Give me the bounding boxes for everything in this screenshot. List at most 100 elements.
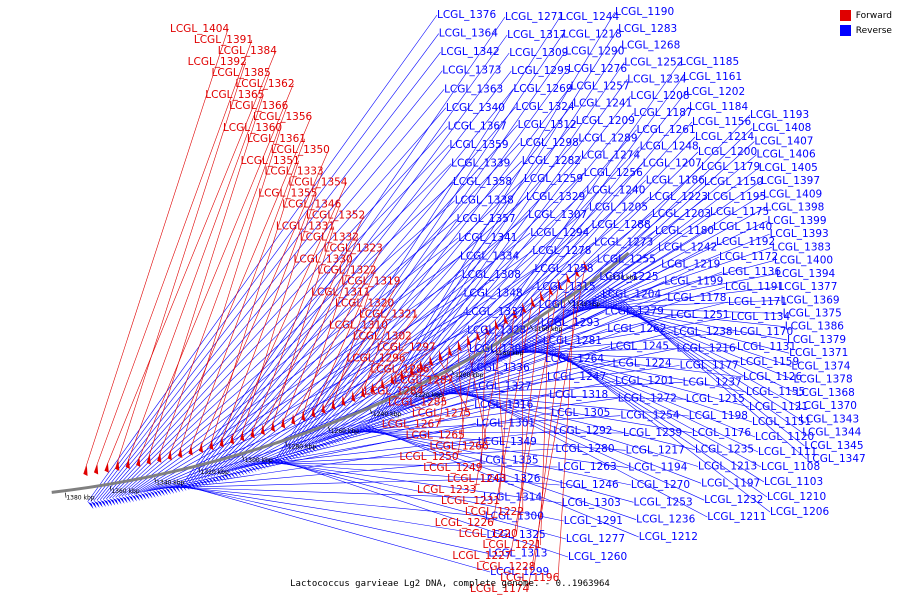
gene-label[interactable]: LCGL_1391 [194,34,253,46]
gene-label[interactable]: LCGL_1319 [341,276,400,288]
gene-label[interactable]: LCGL_1244 [560,11,619,23]
gene-label[interactable]: LCGL_1308 [462,269,521,281]
gene-label[interactable]: LCGL_1406 [757,149,816,161]
gene-label[interactable]: LCGL_1213 [698,461,757,473]
gene-label[interactable]: LCGL_1268 [621,40,680,52]
gene-label[interactable]: LCGL_1222 [465,506,524,518]
gene-label[interactable]: LCGL_1220 [459,528,518,540]
gene-label[interactable]: LCGL_1384 [218,45,277,57]
gene-label[interactable]: LCGL_1221 [482,539,541,551]
gene-label[interactable]: LCGL_1103 [764,476,823,488]
gene-label[interactable]: LCGL_1235 [695,444,754,456]
gene-label[interactable]: LCGL_1208 [630,90,689,102]
gene-label[interactable]: LCGL_1214 [695,131,754,143]
gene-label[interactable]: LCGL_1261 [637,124,696,136]
gene-label[interactable]: LCGL_1180 [655,225,714,237]
gene-label[interactable]: LCGL_1279 [605,306,664,318]
gene-label[interactable]: LCGL_1236 [636,514,695,526]
gene-label[interactable]: LCGL_1211 [707,511,766,523]
gene-label[interactable]: LCGL_1212 [639,531,698,543]
gene-label[interactable]: LCGL_1161 [683,71,742,83]
gene-label[interactable]: LCGL_1348 [464,288,523,300]
gene-label[interactable]: LCGL_1374 [791,360,850,372]
gene-label[interactable]: LCGL_1409 [763,188,822,200]
gene-label[interactable]: LCGL_1286 [370,363,429,375]
gene-label[interactable]: LCGL_1365 [205,89,264,101]
gene-label[interactable]: LCGL_1259 [524,173,583,185]
gene-label[interactable]: LCGL_1121 [749,401,808,413]
gene-label[interactable]: LCGL_1266 [430,440,489,452]
gene-label[interactable]: LCGL_1209 [576,115,635,127]
gene-label[interactable]: LCGL_1270 [631,479,690,491]
gene-label[interactable]: LCGL_1111 [758,446,817,458]
gene-label[interactable]: LCGL_1326 [481,473,540,485]
gene-label[interactable]: LCGL_1363 [444,83,503,95]
gene-label[interactable]: LCGL_1349 [478,436,537,448]
gene-label[interactable]: LCGL_1227 [452,550,511,562]
gene-label[interactable]: LCGL_1333 [264,166,323,178]
gene-label[interactable]: LCGL_1240 [586,184,645,196]
gene-label[interactable]: LCGL_1362 [235,78,294,90]
gene-label[interactable]: LCGL_1386 [785,321,844,333]
gene-label[interactable]: LCGL_1202 [686,86,745,98]
gene-label[interactable]: LCGL_1247 [547,371,606,383]
gene-label[interactable]: LCGL_1267 [382,418,441,430]
gene-label[interactable]: LCGL_1223 [649,191,708,203]
gene-label[interactable]: LCGL_1375 [783,308,842,320]
gene-label[interactable]: LCGL_1191 [725,281,784,293]
gene-label[interactable]: LCGL_1207 [643,158,702,170]
gene-label[interactable]: LCGL_1264 [545,353,604,365]
gene-label[interactable]: LCGL_1241 [573,98,632,110]
gene-label[interactable]: LCGL_1155 [746,386,805,398]
gene-label[interactable]: LCGL_1199 [664,275,723,287]
gene-label[interactable]: LCGL_1178 [667,292,726,304]
gene-label[interactable]: LCGL_1194 [628,462,687,474]
gene-label[interactable]: LCGL_1177 [680,360,739,372]
gene-label[interactable]: LCGL_1346 [282,199,341,211]
gene-label[interactable]: LCGL_1361 [247,133,306,145]
gene-label[interactable]: LCGL_1174 [470,583,529,595]
gene-label[interactable]: LCGL_1250 [399,451,458,463]
gene-label[interactable]: LCGL_1254 [620,410,679,422]
gene-label[interactable]: LCGL_1215 [686,393,745,405]
gene-label[interactable]: LCGL_1306 [539,299,598,311]
gene-label[interactable]: LCGL_1358 [453,176,512,188]
gene-label[interactable]: LCGL_1186 [646,174,705,186]
gene-label[interactable]: LCGL_1134 [731,311,790,323]
gene-label[interactable]: LCGL_1303 [562,497,621,509]
gene-label[interactable]: LCGL_1198 [689,410,748,422]
gene-label[interactable]: LCGL_1278 [532,245,591,257]
gene-label[interactable]: LCGL_1336 [471,362,530,374]
gene-label[interactable]: LCGL_1225 [599,271,658,283]
gene-label[interactable]: LCGL_1299 [490,566,549,578]
gene-label[interactable]: LCGL_1150 [704,176,763,188]
gene-label[interactable]: LCGL_1156 [692,116,751,128]
gene-label[interactable]: LCGL_1347 [807,453,866,465]
gene-label[interactable]: LCGL_1196 [500,572,559,584]
gene-label[interactable]: LCGL_1288 [592,219,651,231]
gene-label[interactable]: LCGL_1271 [505,11,564,23]
gene-label[interactable]: LCGL_1238 [673,326,732,338]
gene-label[interactable]: LCGL_1256 [584,167,643,179]
gene-label[interactable]: LCGL_1324 [516,101,575,113]
gene-label[interactable]: LCGL_1350 [271,144,330,156]
gene-label[interactable]: LCGL_1305 [551,407,610,419]
gene-label[interactable]: LCGL_1205 [589,202,648,214]
gene-label[interactable]: LCGL_1176 [692,427,751,439]
gene-label[interactable]: LCGL_1314 [483,492,542,504]
gene-label[interactable]: LCGL_1334 [460,250,519,262]
gene-label[interactable]: LCGL_1159 [740,356,799,368]
gene-label[interactable]: LCGL_1320 [335,298,394,310]
gene-label[interactable]: LCGL_1352 [306,210,365,222]
gene-label[interactable]: LCGL_1226 [435,517,494,529]
gene-label[interactable]: LCGL_1292 [553,425,612,437]
gene-label[interactable]: LCGL_1252 [624,57,683,69]
gene-label[interactable]: LCGL_1294 [530,227,589,239]
gene-label[interactable]: LCGL_1296 [346,352,405,364]
gene-label[interactable]: LCGL_1195 [707,191,766,203]
gene-label[interactable]: LCGL_1397 [761,175,820,187]
gene-label[interactable]: LCGL_1297 [377,341,436,353]
gene-label[interactable]: LCGL_1302 [353,330,412,342]
gene-label[interactable]: LCGL_1332 [300,232,359,244]
gene-label[interactable]: LCGL_1184 [689,101,748,113]
